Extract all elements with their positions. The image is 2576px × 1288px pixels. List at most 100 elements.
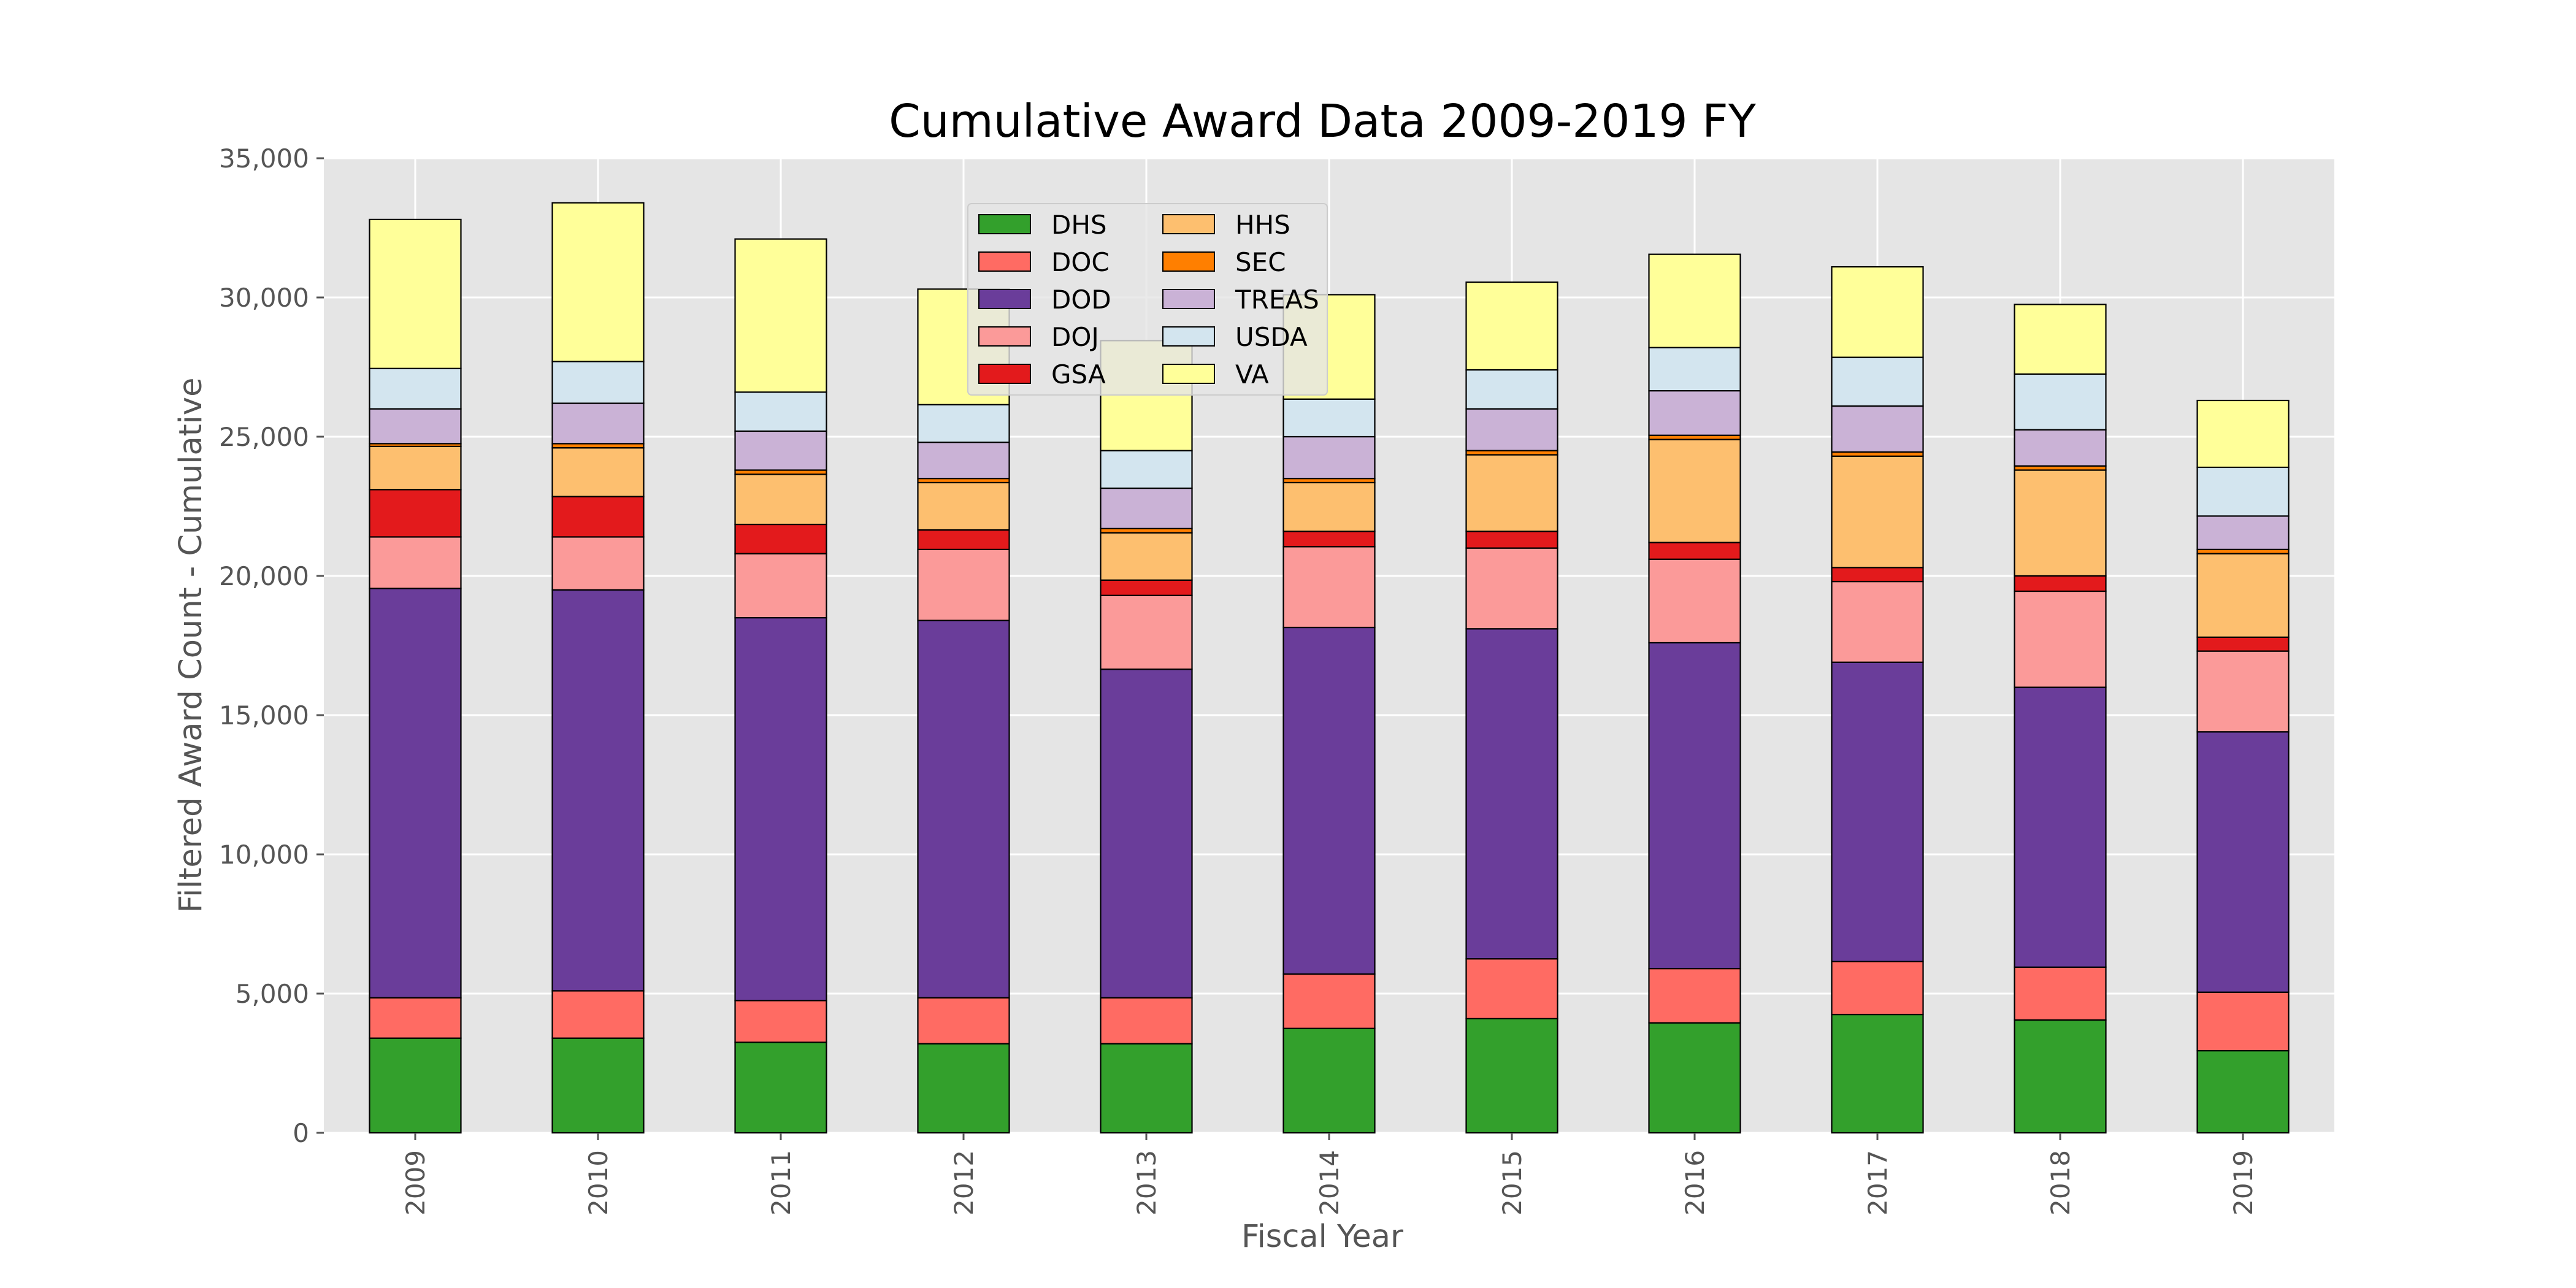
bar-dhs-2015 — [1465, 1018, 1558, 1134]
y-axis-label: Filtered Award Count - Cumulative — [173, 378, 209, 913]
legend-swatch-usda — [1162, 326, 1215, 347]
bar-treas-2012 — [917, 441, 1010, 480]
x-tick-label: 2009 — [401, 1150, 431, 1216]
bar-dod-2015 — [1465, 628, 1558, 960]
bar-hhs-2015 — [1465, 454, 1558, 532]
bar-hhs-2014 — [1282, 481, 1376, 532]
bar-doc-2015 — [1465, 958, 1558, 1019]
bar-treas-2017 — [1831, 405, 1924, 453]
legend-swatch-dod — [978, 289, 1031, 309]
x-tick-label: 2011 — [766, 1150, 796, 1216]
bar-treas-2013 — [1100, 487, 1193, 529]
bar-hhs-2019 — [2196, 553, 2290, 638]
bar-hhs-2017 — [1831, 455, 1924, 569]
y-tick-label: 30,000 — [219, 283, 309, 313]
bar-doj-2010 — [551, 536, 645, 591]
bar-doc-2016 — [1648, 968, 1741, 1024]
legend-label-hhs: HHS — [1235, 210, 1290, 240]
bar-dhs-2018 — [2014, 1019, 2107, 1134]
bar-dhs-2013 — [1100, 1043, 1193, 1134]
legend-label-va: VA — [1235, 359, 1269, 389]
bar-doj-2019 — [2196, 650, 2290, 733]
legend: DHS DOC DOD DOJ GSA HHS SEC TREAS USDA VA — [967, 203, 1328, 396]
bar-dod-2016 — [1648, 642, 1741, 970]
bar-gsa-2009 — [369, 489, 462, 538]
bar-doc-2009 — [369, 997, 462, 1039]
bar-usda-2013 — [1100, 450, 1193, 489]
legend-label-treas: TREAS — [1235, 285, 1319, 315]
bar-treas-2019 — [2196, 515, 2290, 550]
bar-usda-2016 — [1648, 347, 1741, 392]
bar-dod-2014 — [1282, 626, 1376, 975]
bar-gsa-2016 — [1648, 542, 1741, 560]
bar-dod-2010 — [551, 589, 645, 992]
chart-title: Cumulative Award Data 2009-2019 FY — [889, 95, 1757, 148]
legend-label-gsa: GSA — [1051, 359, 1106, 389]
legend-label-doj: DOJ — [1051, 322, 1099, 352]
legend-swatch-va — [1162, 364, 1215, 384]
y-tick-label: 15,000 — [219, 700, 309, 730]
y-tick-label: 20,000 — [219, 561, 309, 591]
bar-doj-2012 — [917, 548, 1010, 621]
bar-doc-2018 — [2014, 966, 2107, 1021]
x-tick-label: 2016 — [1680, 1150, 1710, 1216]
bar-doj-2013 — [1100, 594, 1193, 670]
bar-doj-2016 — [1648, 558, 1741, 644]
bar-treas-2011 — [734, 430, 827, 471]
y-tick-label: 5,000 — [236, 979, 309, 1009]
bar-dod-2012 — [917, 619, 1010, 999]
bar-treas-2016 — [1648, 389, 1741, 436]
bar-dod-2011 — [734, 616, 827, 1002]
bar-gsa-2012 — [917, 529, 1010, 550]
bar-gsa-2019 — [2196, 636, 2290, 652]
bar-dhs-2014 — [1282, 1027, 1376, 1134]
x-tick-label: 2013 — [1132, 1150, 1162, 1216]
bar-usda-2011 — [734, 391, 827, 432]
legend-swatch-sec — [1162, 251, 1215, 272]
bar-usda-2018 — [2014, 373, 2107, 431]
legend-label-usda: USDA — [1235, 322, 1308, 352]
bar-usda-2015 — [1465, 369, 1558, 410]
y-tick-label: 35,000 — [219, 144, 309, 174]
bar-treas-2018 — [2014, 429, 2107, 467]
bar-va-2015 — [1465, 281, 1558, 371]
x-tick-label: 2019 — [2228, 1150, 2258, 1216]
y-tick-label: 25,000 — [219, 422, 309, 452]
bar-doj-2018 — [2014, 590, 2107, 688]
bar-hhs-2010 — [551, 447, 645, 497]
bar-usda-2012 — [917, 404, 1010, 443]
bar-doj-2015 — [1465, 547, 1558, 630]
bar-dhs-2016 — [1648, 1022, 1741, 1134]
x-tick-label: 2010 — [583, 1150, 613, 1216]
bar-usda-2010 — [551, 361, 645, 404]
bar-doc-2014 — [1282, 973, 1376, 1029]
legend-box — [967, 203, 1328, 396]
bar-treas-2010 — [551, 402, 645, 445]
bar-va-2011 — [734, 238, 827, 393]
x-tick-label: 2012 — [949, 1150, 979, 1216]
x-tick-label: 2015 — [1497, 1150, 1527, 1216]
bar-doc-2017 — [1831, 960, 1924, 1016]
bar-hhs-2011 — [734, 473, 827, 526]
bar-gsa-2014 — [1282, 531, 1376, 548]
bar-gsa-2011 — [734, 523, 827, 554]
bar-dhs-2012 — [917, 1043, 1010, 1134]
legend-label-sec: SEC — [1235, 247, 1286, 277]
legend-label-dod: DOD — [1051, 285, 1111, 315]
bar-va-2016 — [1648, 253, 1741, 348]
bar-doc-2010 — [551, 990, 645, 1039]
bar-va-2017 — [1831, 266, 1924, 358]
bar-doj-2014 — [1282, 546, 1376, 629]
bar-dhs-2010 — [551, 1037, 645, 1134]
bar-va-2019 — [2196, 399, 2290, 469]
legend-label-doc: DOC — [1051, 247, 1110, 277]
y-tick-label: 0 — [293, 1118, 309, 1148]
bar-hhs-2012 — [917, 481, 1010, 531]
bar-dhs-2011 — [734, 1041, 827, 1134]
bar-doc-2013 — [1100, 997, 1193, 1045]
legend-swatch-hhs — [1162, 214, 1215, 234]
bar-dod-2017 — [1831, 661, 1924, 962]
bar-va-2010 — [551, 202, 645, 362]
bar-doj-2011 — [734, 553, 827, 619]
bar-doc-2019 — [2196, 991, 2290, 1052]
